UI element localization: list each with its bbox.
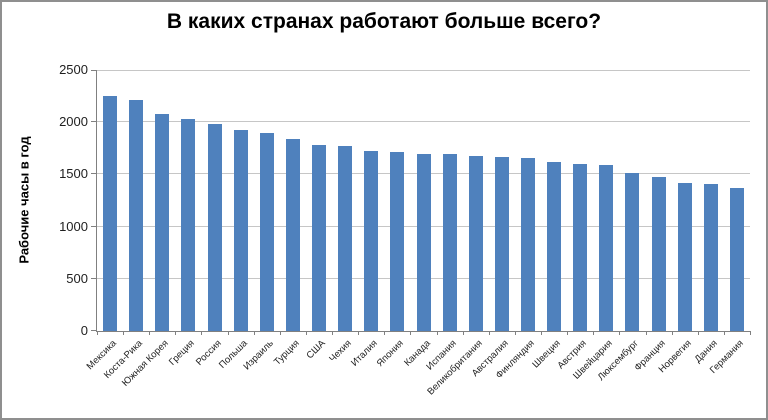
x-tick-mark — [698, 331, 699, 335]
bar — [129, 100, 143, 331]
y-tick-mark — [91, 277, 96, 279]
bar — [495, 157, 509, 331]
x-tick-mark — [175, 331, 176, 335]
x-tick-mark — [97, 331, 98, 335]
x-tick-mark — [254, 331, 255, 335]
y-axis-tick-label: 1500 — [59, 166, 88, 182]
x-axis-line — [96, 331, 750, 332]
x-tick-mark — [489, 331, 490, 335]
x-tick-mark — [332, 331, 333, 335]
x-tick-mark — [567, 331, 568, 335]
bar — [573, 164, 587, 331]
x-tick-mark — [410, 331, 411, 335]
y-tick-mark — [91, 330, 96, 331]
x-tick-mark — [750, 331, 751, 335]
y-axis-tick-label: 2000 — [59, 114, 88, 130]
bar — [652, 177, 666, 331]
bar — [678, 183, 692, 331]
x-tick-mark — [437, 331, 438, 335]
y-axis-tick-label: 2500 — [59, 62, 88, 77]
x-tick-mark — [593, 331, 594, 335]
x-tick-mark — [724, 331, 725, 335]
x-tick-mark — [149, 331, 150, 335]
x-tick-mark — [306, 331, 307, 335]
bar — [103, 96, 117, 331]
x-tick-mark — [646, 331, 647, 335]
bar — [312, 145, 326, 331]
bar — [625, 173, 639, 331]
bar — [390, 152, 404, 331]
y-axis-title: Рабочие часы в год — [16, 136, 32, 264]
x-tick-mark — [541, 331, 542, 335]
bar — [338, 146, 352, 331]
gridline — [97, 121, 750, 123]
y-tick-mark — [91, 121, 96, 123]
y-axis-tick-label: 1000 — [59, 218, 88, 234]
y-tick-mark — [91, 70, 96, 71]
bar — [521, 158, 535, 331]
x-tick-mark — [463, 331, 464, 335]
bar — [417, 154, 431, 331]
y-axis-line — [96, 70, 97, 331]
x-tick-mark — [672, 331, 673, 335]
bar — [547, 162, 561, 331]
x-tick-mark — [515, 331, 516, 335]
bar — [704, 184, 718, 331]
bar — [469, 156, 483, 331]
bar — [599, 165, 613, 331]
x-tick-mark — [201, 331, 202, 335]
y-axis-tick-label: 0 — [80, 323, 88, 338]
y-tick-mark — [91, 225, 96, 227]
plot-area — [91, 70, 751, 335]
bar — [730, 188, 744, 331]
bar — [364, 151, 378, 331]
bar — [260, 133, 274, 331]
bar — [208, 124, 222, 331]
bar — [234, 130, 248, 331]
gridline — [97, 70, 750, 71]
bar — [181, 119, 195, 331]
x-tick-mark — [280, 331, 281, 335]
x-tick-mark — [123, 331, 124, 335]
y-axis-tick-label: 500 — [66, 270, 88, 286]
x-tick-mark — [358, 331, 359, 335]
x-tick-mark — [384, 331, 385, 335]
x-tick-mark — [619, 331, 620, 335]
bar — [286, 139, 300, 331]
bar — [155, 114, 169, 331]
x-tick-mark — [228, 331, 229, 335]
y-tick-mark — [91, 173, 96, 175]
bar — [443, 154, 457, 331]
chart-title: В каких странах работают больше всего? — [166, 10, 602, 33]
